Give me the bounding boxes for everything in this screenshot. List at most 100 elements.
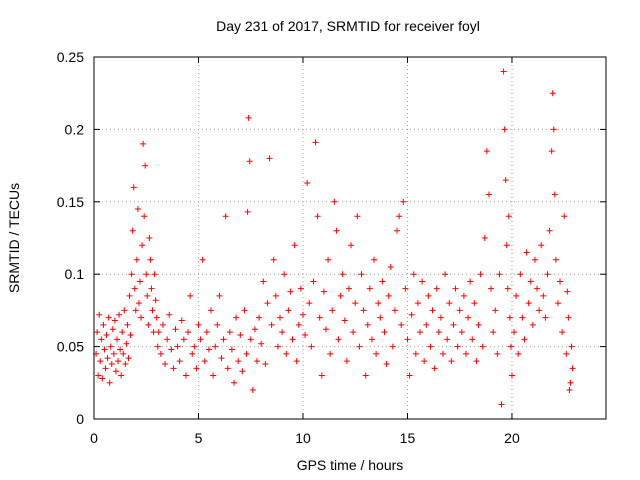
data-point: [362, 372, 369, 379]
data-point: [174, 343, 181, 350]
data-point: [331, 198, 338, 205]
data-point: [260, 278, 267, 285]
data-point: [427, 343, 434, 350]
data-point: [266, 155, 273, 162]
data-point: [465, 314, 472, 321]
data-point: [153, 314, 160, 321]
data-point: [228, 346, 235, 353]
data-point: [203, 329, 210, 336]
data-point: [108, 360, 115, 367]
data-point: [308, 343, 315, 350]
data-point: [437, 314, 444, 321]
data-point: [473, 358, 480, 365]
data-point: [287, 288, 294, 295]
data-point: [244, 208, 251, 215]
data-point: [318, 372, 325, 379]
data-point: [364, 321, 371, 328]
data-point: [272, 292, 279, 299]
data-point: [134, 206, 141, 213]
data-point: [448, 358, 455, 365]
data-point: [549, 90, 556, 97]
data-point: [124, 321, 131, 328]
data-point: [444, 336, 451, 343]
data-point: [109, 326, 116, 333]
data-point: [450, 321, 457, 328]
data-point: [99, 375, 106, 382]
data-point: [527, 278, 534, 285]
data-point: [456, 307, 463, 314]
data-point: [502, 177, 509, 184]
data-point: [404, 336, 411, 343]
data-point: [110, 350, 117, 357]
data-point: [462, 350, 469, 357]
data-point: [523, 249, 530, 256]
data-point: [458, 329, 465, 336]
data-point: [147, 256, 154, 263]
data-point: [542, 314, 549, 321]
data-point: [170, 365, 177, 372]
data-point: [517, 271, 524, 278]
y-tick-label: 0.1: [65, 266, 85, 282]
data-point: [377, 314, 384, 321]
axis-ticks: 0 5 10 15 20 0 0.05 0.1 0.15 0.2 0.25: [57, 49, 606, 446]
data-points: [93, 68, 576, 408]
data-point: [185, 329, 192, 336]
data-point: [310, 278, 317, 285]
data-point: [254, 358, 261, 365]
data-point: [96, 311, 103, 318]
data-point: [148, 285, 155, 292]
data-point: [100, 321, 107, 328]
data-point: [306, 300, 313, 307]
data-point: [226, 329, 233, 336]
data-point: [329, 307, 336, 314]
data-point: [241, 307, 248, 314]
data-point: [312, 139, 319, 146]
data-point: [406, 372, 413, 379]
data-point: [431, 365, 438, 372]
data-point: [417, 329, 424, 336]
data-point: [140, 140, 147, 147]
data-point: [222, 213, 229, 220]
data-point: [233, 314, 240, 321]
y-tick-label: 0.2: [65, 121, 85, 137]
x-tick-label: 20: [504, 430, 520, 446]
data-point: [143, 271, 150, 278]
data-point: [295, 321, 302, 328]
data-point: [511, 329, 518, 336]
data-point: [199, 256, 206, 263]
data-point: [345, 285, 352, 292]
data-point: [129, 227, 136, 234]
data-point: [270, 256, 277, 263]
data-point: [297, 285, 304, 292]
data-point: [144, 292, 151, 299]
data-point: [107, 343, 114, 350]
data-point: [429, 307, 436, 314]
data-point: [379, 278, 386, 285]
data-point: [454, 343, 461, 350]
data-point: [256, 314, 263, 321]
data-point: [360, 307, 367, 314]
data-point: [152, 297, 159, 304]
data-point: [102, 365, 109, 372]
data-point: [391, 307, 398, 314]
data-point: [368, 336, 375, 343]
data-point: [289, 336, 296, 343]
data-point: [529, 321, 536, 328]
data-point: [151, 271, 158, 278]
data-point: [508, 372, 515, 379]
data-point: [423, 321, 430, 328]
data-point: [146, 235, 153, 241]
data-point: [389, 343, 396, 350]
data-point: [561, 213, 568, 220]
data-point: [400, 198, 407, 205]
data-point: [136, 278, 143, 285]
data-point: [94, 329, 101, 336]
data-point: [97, 358, 104, 365]
y-tick-label: 0.15: [57, 194, 84, 210]
data-point: [504, 285, 511, 292]
data-point: [350, 329, 357, 336]
data-point: [564, 288, 571, 295]
data-point: [162, 360, 169, 367]
x-tick-label: 10: [295, 430, 311, 446]
